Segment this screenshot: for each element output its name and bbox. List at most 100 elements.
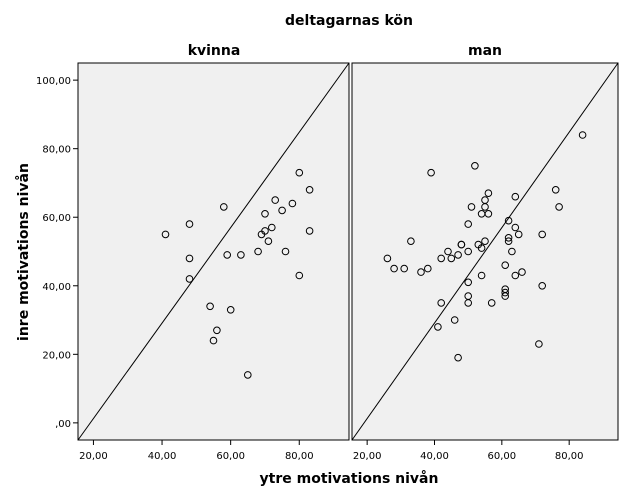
data-point	[383, 254, 392, 263]
data-point	[508, 247, 516, 256]
data-point	[464, 247, 473, 256]
data-point	[223, 251, 231, 259]
data-point	[578, 131, 587, 139]
data-point	[444, 247, 452, 256]
data-point	[538, 282, 547, 290]
data-point	[209, 336, 218, 345]
data-point	[454, 353, 462, 362]
data-point	[514, 230, 523, 239]
data-point	[268, 223, 276, 232]
data-point	[295, 168, 304, 177]
data-point	[305, 186, 314, 194]
data-point	[555, 203, 563, 211]
data-point	[417, 268, 425, 276]
data-point	[226, 306, 235, 314]
data-point	[504, 237, 513, 245]
data-point	[471, 162, 479, 170]
data-point	[437, 299, 446, 307]
data-point	[501, 292, 510, 300]
data-point	[481, 237, 489, 245]
data-point	[464, 299, 473, 307]
points-kvinna	[161, 168, 314, 379]
data-point	[511, 223, 520, 232]
data-point	[464, 220, 473, 228]
data-point	[424, 264, 432, 273]
data-point	[457, 240, 466, 249]
data-point	[434, 323, 442, 331]
data-point	[427, 168, 435, 177]
y-tick-label: 80,00	[42, 145, 71, 156]
x-axis-kvinna: 20,00 40,00 60,00 80,00	[79, 440, 314, 462]
data-point	[206, 302, 214, 311]
data-point	[477, 244, 486, 252]
data-point	[400, 264, 409, 273]
x-tick-label: 60,00	[488, 451, 517, 462]
data-point	[447, 254, 456, 263]
data-point	[504, 234, 513, 242]
x-tick-label: 40,00	[420, 451, 449, 462]
panel-kvinna	[77, 62, 350, 441]
data-point	[305, 227, 314, 235]
data-point	[271, 196, 280, 204]
data-point	[477, 271, 486, 280]
y-tick-label: ,00	[55, 419, 71, 430]
y-tick-label: 100,00	[36, 76, 71, 87]
points-man	[383, 131, 587, 362]
x-tick-label: 80,00	[555, 451, 584, 462]
data-point	[264, 237, 273, 245]
data-point	[501, 288, 510, 297]
panel-title-man: man	[468, 43, 502, 59]
y-tick-label: 60,00	[42, 213, 71, 224]
data-point	[484, 189, 493, 197]
reference-line-man	[351, 62, 619, 441]
data-point	[295, 271, 304, 280]
y-axis: ,00 20,00 40,00 60,00 80,00 100,00	[36, 76, 78, 430]
data-point	[237, 251, 245, 259]
x-tick-label: 20,00	[353, 451, 382, 462]
data-point	[454, 251, 462, 259]
y-tick-label: 40,00	[42, 282, 71, 293]
data-point	[511, 271, 520, 280]
y-tick-label: 20,00	[42, 350, 71, 361]
data-point	[511, 192, 520, 201]
data-point	[501, 261, 510, 270]
data-point	[450, 316, 459, 324]
x-axis-label: ytre motivations nivån	[260, 470, 439, 487]
data-point	[281, 247, 290, 256]
panel-man	[351, 62, 619, 441]
y-axis-label: inre motivations nivån	[15, 163, 32, 341]
data-point	[185, 275, 194, 283]
data-point	[220, 203, 228, 211]
x-tick-label: 80,00	[285, 451, 314, 462]
data-point	[185, 220, 194, 228]
data-point	[538, 230, 547, 239]
data-point	[390, 264, 398, 273]
data-point	[244, 371, 252, 379]
panel-title-kvinna: kvinna	[188, 43, 241, 59]
data-point	[504, 216, 513, 225]
data-point	[464, 278, 473, 287]
data-point	[261, 210, 269, 218]
x-tick-label: 40,00	[148, 451, 177, 462]
data-point	[161, 230, 170, 239]
data-point	[518, 268, 526, 276]
x-tick-label: 20,00	[79, 451, 108, 462]
data-point	[407, 237, 415, 245]
data-point	[261, 227, 269, 235]
data-point	[288, 199, 297, 208]
data-point	[481, 203, 489, 211]
data-point	[484, 210, 493, 218]
data-point	[487, 299, 496, 307]
data-point	[254, 247, 262, 256]
data-point	[551, 186, 560, 194]
x-tick-label: 60,00	[216, 451, 245, 462]
data-point	[467, 203, 476, 211]
data-point	[278, 206, 286, 215]
data-point	[213, 326, 221, 335]
data-point	[535, 340, 543, 348]
data-point	[185, 254, 194, 263]
x-axis-man: 20,00 40,00 60,00 80,00	[353, 440, 584, 462]
chart-title: deltagarnas kön	[285, 13, 413, 29]
data-point	[437, 254, 446, 263]
